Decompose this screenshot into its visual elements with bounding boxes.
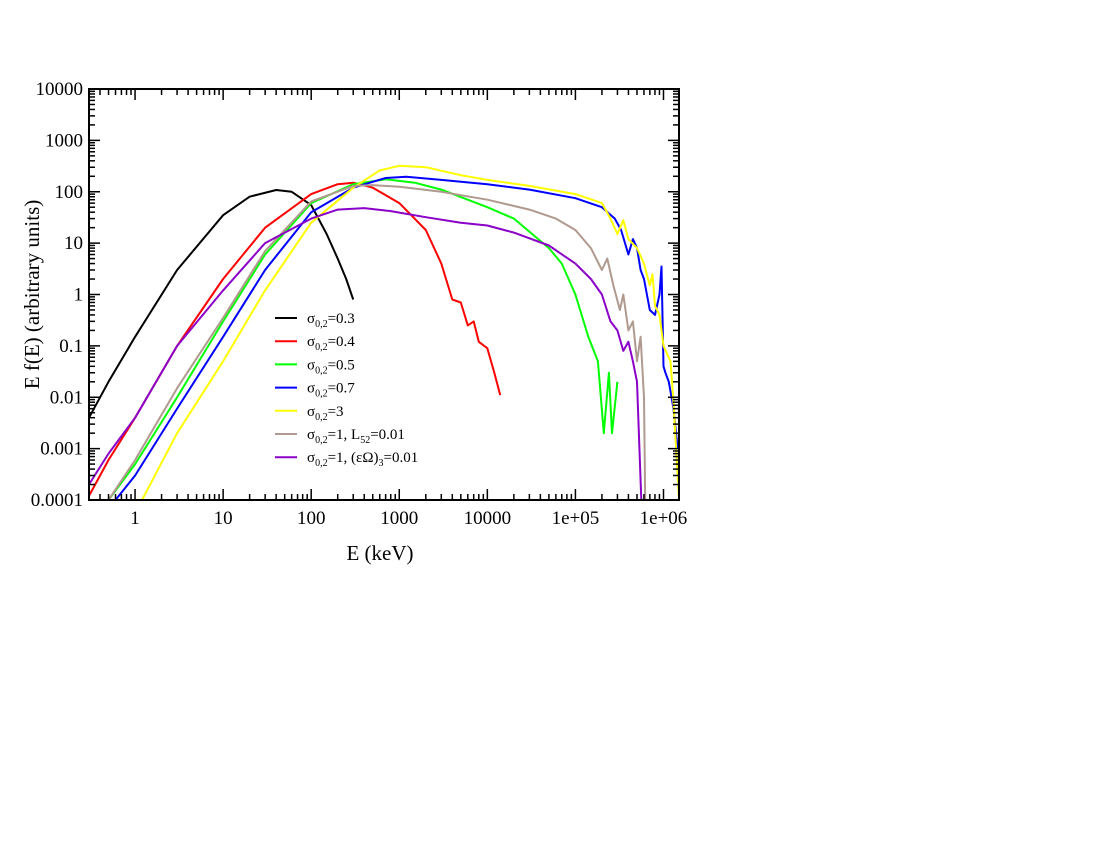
- legend-text-part: σ: [307, 334, 315, 350]
- y-tick-label: 1000: [45, 130, 83, 151]
- legend-text-part: σ: [307, 450, 315, 466]
- y-tick-label: 10000: [36, 79, 84, 100]
- legend-subscript: 52: [360, 435, 370, 446]
- legend-subscript: 0,2: [315, 365, 328, 376]
- legend-subscript: 0,2: [315, 458, 328, 469]
- series-line-3: [107, 178, 619, 500]
- x-tick-label: 1000: [380, 508, 418, 529]
- legend-subscript: 0,2: [315, 389, 328, 400]
- y-tick-label: 0.0001: [31, 490, 83, 511]
- legend-text-part: σ: [307, 357, 315, 373]
- legend: σ0,2=0.3σ0,2=0.4σ0,2=0.5σ0,2=0.7σ0,2=3σ0…: [275, 311, 418, 469]
- y-tick-label: 0.1: [59, 336, 83, 357]
- legend-entry-1: σ0,2=0.3: [307, 311, 355, 330]
- legend-text-part: =0.5: [328, 357, 355, 373]
- legend-entry-5: σ0,2=3: [307, 404, 344, 423]
- legend-text-part: =0.7: [328, 381, 356, 397]
- axis-ticks: [88, 88, 679, 501]
- series-line-1: [89, 189, 355, 419]
- y-tick-label: 0.01: [50, 387, 83, 408]
- legend-text-part: =1, L: [328, 427, 361, 443]
- legend-subscript: 3: [379, 458, 384, 469]
- y-tick-label: 1: [74, 285, 84, 306]
- x-tick-label: 1: [130, 508, 140, 529]
- legend-text-part: σ: [307, 381, 315, 397]
- y-tick-label: 100: [55, 182, 84, 203]
- legend-entry-7: σ0,2=1, (εΩ)3=0.01: [307, 450, 418, 469]
- legend-entry-3: σ0,2=0.5: [307, 357, 355, 376]
- legend-subscript: 0,2: [315, 412, 328, 423]
- x-tick-label: 10: [214, 508, 233, 529]
- legend-subscript: 0,2: [315, 319, 328, 330]
- legend-text-part: =3: [328, 404, 344, 420]
- x-tick-label: 100: [297, 508, 326, 529]
- x-tick-label: 1e+05: [552, 508, 600, 529]
- series-line-6: [107, 184, 647, 500]
- series-line-5: [141, 164, 679, 500]
- legend-text-part: σ: [307, 404, 315, 420]
- legend-text-part: =0.01: [370, 427, 405, 443]
- y-tick-label: 10: [64, 233, 83, 254]
- legend-entry-6: σ0,2=1, L52=0.01: [307, 427, 405, 446]
- legend-text-part: =0.3: [328, 311, 355, 327]
- series-lines: [89, 164, 679, 500]
- x-tick-label: 10000: [464, 508, 512, 529]
- x-tick-label: 1e+06: [640, 508, 688, 529]
- y-tick-label: 0.001: [40, 439, 83, 460]
- y-axis-label: E f(E) (arbitrary units): [20, 200, 44, 390]
- legend-text-part: =0.01: [384, 450, 419, 466]
- legend-text-part: =1, (εΩ): [328, 450, 379, 466]
- series-line-7: [89, 207, 643, 500]
- legend-text-part: =0.4: [328, 334, 356, 350]
- legend-entry-2: σ0,2=0.4: [307, 334, 355, 353]
- series-line-2: [89, 181, 502, 497]
- legend-text-part: σ: [307, 311, 315, 327]
- legend-subscript: 0,2: [315, 342, 328, 353]
- legend-entry-4: σ0,2=0.7: [307, 381, 355, 400]
- legend-subscript: 0,2: [315, 435, 328, 446]
- plot-area: 1 10 100 1000 10000 1e+05 1e+06 0.0001 0.001 0.01…: [20, 79, 687, 565]
- legend-text-part: σ: [307, 427, 315, 443]
- x-axis-label: E (keV): [346, 541, 413, 565]
